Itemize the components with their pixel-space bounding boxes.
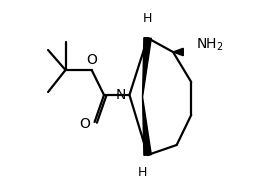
Text: H: H xyxy=(143,12,152,25)
Polygon shape xyxy=(173,48,183,56)
Text: O: O xyxy=(79,117,90,131)
Polygon shape xyxy=(143,97,151,155)
Text: O: O xyxy=(86,53,97,67)
Text: N: N xyxy=(115,88,126,102)
Polygon shape xyxy=(143,38,151,97)
Text: NH$_2$: NH$_2$ xyxy=(196,37,224,53)
Text: H: H xyxy=(138,166,147,179)
